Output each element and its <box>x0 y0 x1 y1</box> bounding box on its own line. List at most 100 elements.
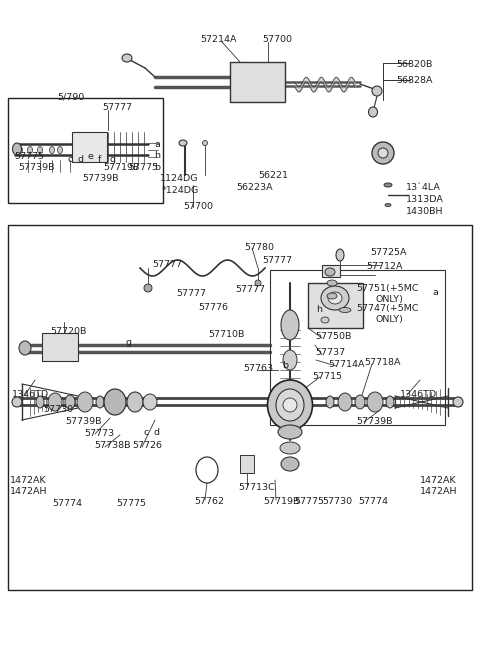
Text: 57719B: 57719B <box>263 497 300 506</box>
Text: 57776: 57776 <box>198 303 228 312</box>
Text: 57751(+5MC: 57751(+5MC <box>356 284 419 293</box>
Text: ONLY): ONLY) <box>375 295 403 304</box>
Text: 56828A: 56828A <box>396 76 432 85</box>
Ellipse shape <box>327 293 337 299</box>
Text: 57750B: 57750B <box>315 332 351 341</box>
Text: 57739B: 57739B <box>18 163 55 172</box>
Text: 1472AK: 1472AK <box>420 476 456 485</box>
Text: 57777: 57777 <box>176 289 206 298</box>
Ellipse shape <box>325 268 335 276</box>
Ellipse shape <box>278 425 302 439</box>
Text: c: c <box>68 155 73 164</box>
Ellipse shape <box>77 392 93 412</box>
Text: 57780: 57780 <box>244 243 274 252</box>
Text: 5/790: 5/790 <box>57 93 84 102</box>
Ellipse shape <box>338 393 352 411</box>
Ellipse shape <box>384 183 392 187</box>
Text: d: d <box>78 155 84 164</box>
Text: 57730: 57730 <box>43 405 73 414</box>
Text: 57747(+5MC: 57747(+5MC <box>356 304 419 313</box>
Text: 57700: 57700 <box>262 35 292 44</box>
Text: e: e <box>88 152 94 161</box>
Text: 57774: 57774 <box>52 499 82 508</box>
Text: 57737: 57737 <box>315 348 345 357</box>
Text: ONLY): ONLY) <box>375 315 403 324</box>
Ellipse shape <box>36 396 44 408</box>
Text: 57710B: 57710B <box>208 330 244 339</box>
Ellipse shape <box>372 86 382 96</box>
Text: 1346TD: 1346TD <box>12 390 49 399</box>
Text: f: f <box>98 155 101 164</box>
Ellipse shape <box>280 442 300 454</box>
Ellipse shape <box>336 249 344 261</box>
Ellipse shape <box>144 284 152 292</box>
Text: 57775: 57775 <box>294 497 324 506</box>
Text: g: g <box>126 338 132 347</box>
Text: 57777: 57777 <box>262 256 292 265</box>
Ellipse shape <box>58 147 62 154</box>
Ellipse shape <box>127 392 143 412</box>
Ellipse shape <box>321 286 349 310</box>
Text: a: a <box>154 140 160 149</box>
Text: a: a <box>432 288 438 297</box>
Text: *124DG: *124DG <box>162 186 199 195</box>
Ellipse shape <box>65 395 75 409</box>
Text: 57739B: 57739B <box>65 417 101 426</box>
Text: 57726: 57726 <box>132 441 162 450</box>
Ellipse shape <box>280 380 300 400</box>
Text: 1124DG: 1124DG <box>160 174 199 183</box>
Text: h: h <box>154 151 160 160</box>
Text: 57777: 57777 <box>152 260 182 269</box>
Text: 57214A: 57214A <box>200 35 237 44</box>
Ellipse shape <box>321 317 329 323</box>
Ellipse shape <box>19 341 31 355</box>
Text: 57762: 57762 <box>194 497 224 506</box>
Text: 57738B: 57738B <box>94 441 131 450</box>
Ellipse shape <box>203 141 207 145</box>
Ellipse shape <box>104 389 126 415</box>
Ellipse shape <box>327 280 337 286</box>
Text: h: h <box>316 305 322 314</box>
Text: 57719B: 57719B <box>103 163 139 172</box>
Bar <box>8 225 472 590</box>
Bar <box>308 283 363 328</box>
Ellipse shape <box>27 147 33 154</box>
Text: 57777: 57777 <box>235 285 265 294</box>
Text: 57713C: 57713C <box>238 483 275 492</box>
Ellipse shape <box>281 310 299 340</box>
Bar <box>72 132 107 162</box>
Ellipse shape <box>326 396 334 408</box>
Bar <box>42 333 78 361</box>
Text: 57718A: 57718A <box>364 358 400 367</box>
Ellipse shape <box>453 397 463 407</box>
Ellipse shape <box>143 394 157 410</box>
Text: 57730: 57730 <box>322 497 352 506</box>
Ellipse shape <box>281 457 299 471</box>
Ellipse shape <box>96 396 104 408</box>
Ellipse shape <box>385 204 391 206</box>
Ellipse shape <box>122 54 132 62</box>
Text: 1430BH: 1430BH <box>406 207 444 216</box>
Ellipse shape <box>283 350 297 370</box>
Text: 57775: 57775 <box>128 163 158 172</box>
Text: 57773: 57773 <box>84 429 114 438</box>
Text: d: d <box>154 428 160 437</box>
Ellipse shape <box>378 148 388 158</box>
Text: 57720B: 57720B <box>50 327 86 336</box>
Text: 1472AH: 1472AH <box>420 487 457 496</box>
Ellipse shape <box>267 380 312 430</box>
Ellipse shape <box>17 147 23 154</box>
Ellipse shape <box>276 389 304 421</box>
Ellipse shape <box>283 398 297 412</box>
Text: 57700: 57700 <box>183 202 213 211</box>
Text: 1472AH: 1472AH <box>10 487 48 496</box>
Text: 57775: 57775 <box>14 152 44 161</box>
Text: 57775: 57775 <box>116 499 146 508</box>
Bar <box>240 455 254 473</box>
Ellipse shape <box>49 147 55 154</box>
Ellipse shape <box>339 307 351 313</box>
Ellipse shape <box>255 280 261 286</box>
Ellipse shape <box>367 392 383 412</box>
Text: 56221: 56221 <box>258 171 288 180</box>
Text: 57739B: 57739B <box>356 417 393 426</box>
